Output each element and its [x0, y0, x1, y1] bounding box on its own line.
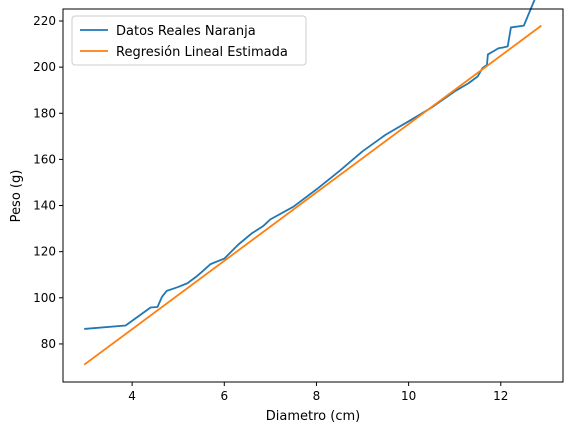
x-axis-label: Diametro (cm) [266, 409, 360, 424]
y-axis-ticks: 80 100 120 140 160 180 200 220 [33, 14, 63, 351]
y-tick-label: 80 [41, 337, 56, 351]
y-axis-label: Peso (g) [9, 170, 24, 223]
y-tick-label: 100 [33, 291, 56, 305]
y-tick-label: 200 [33, 60, 56, 74]
x-tick-label: 6 [220, 389, 228, 403]
x-tick-label: 4 [128, 389, 136, 403]
y-tick-label: 180 [33, 106, 56, 120]
x-tick-label: 12 [493, 389, 508, 403]
axes-frame [62, 8, 564, 383]
y-tick-label: 160 [33, 152, 56, 166]
x-tick-label: 10 [401, 389, 416, 403]
legend: Datos Reales Naranja Regresión Lineal Es… [71, 15, 307, 66]
legend-box [71, 15, 307, 66]
series-line-real-data [84, 0, 536, 330]
legend-label-regression: Regresión Lineal Estimada [116, 45, 288, 60]
x-axis-ticks: 4 6 8 10 12 [128, 382, 508, 403]
series-line-regression [83, 24, 542, 366]
legend-label-real: Datos Reales Naranja [116, 24, 256, 39]
plot-lines [83, 0, 542, 366]
y-tick-label: 140 [33, 199, 56, 213]
y-tick-label: 220 [33, 14, 56, 28]
x-tick-label: 8 [313, 389, 321, 403]
y-tick-label: 120 [33, 245, 56, 259]
